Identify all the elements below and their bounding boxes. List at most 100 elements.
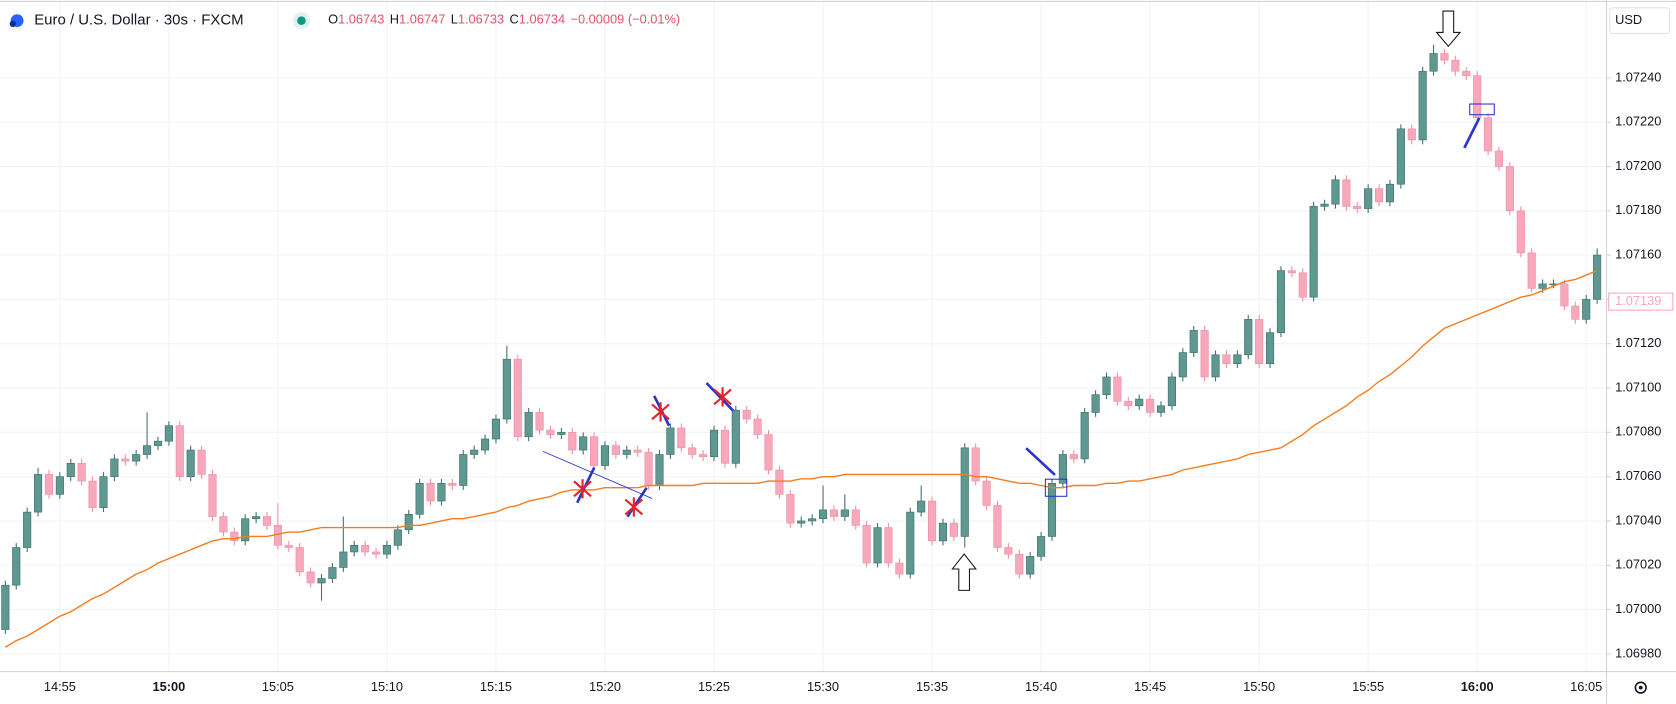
- candle-body: [1353, 206, 1362, 209]
- highlight-box: [1469, 103, 1495, 116]
- candle-body: [1451, 59, 1460, 72]
- candle-body: [186, 449, 195, 477]
- y-tick-label: 1.07220: [1615, 114, 1661, 129]
- candle-body: [917, 500, 926, 513]
- candle-body: [1287, 270, 1296, 274]
- candle-body: [818, 509, 828, 520]
- candle-body: [1189, 330, 1198, 353]
- candle-body: [284, 544, 293, 548]
- ohlc-change: −0.00009 (−0.01%): [570, 12, 680, 27]
- last-price-label: 1.07139: [1615, 293, 1661, 308]
- candle-body: [480, 438, 490, 451]
- candle-body: [1026, 556, 1035, 575]
- candle-body: [88, 480, 97, 508]
- candle-body: [840, 509, 849, 517]
- candle-body: [1, 584, 10, 630]
- candle-body: [44, 474, 54, 495]
- candle-body: [1058, 454, 1067, 484]
- candle-body: [699, 454, 708, 458]
- candle-body: [677, 427, 686, 449]
- candle-body: [927, 500, 937, 542]
- y-tick-label: 1.07200: [1615, 158, 1661, 173]
- candle-body: [633, 449, 642, 453]
- x-tick-label: 15:50: [1243, 679, 1275, 694]
- y-tick-label: 1.07120: [1615, 335, 1661, 350]
- candle-body: [404, 513, 413, 531]
- candle-body: [371, 551, 381, 555]
- candle-body: [415, 482, 424, 515]
- x-tick-label: 15:05: [262, 679, 294, 694]
- currency-button[interactable]: [1609, 7, 1671, 35]
- market-status: [297, 16, 306, 25]
- candle-body: [1331, 179, 1340, 205]
- candle-body: [132, 454, 141, 462]
- x-tick-label: 15:45: [1134, 679, 1166, 694]
- x-tick-label: 15:55: [1352, 679, 1384, 694]
- candle-body: [470, 449, 479, 455]
- candle-body: [339, 551, 348, 568]
- candle-body: [731, 409, 740, 464]
- ohlc-key: L: [451, 12, 458, 27]
- candle-body: [1015, 553, 1024, 575]
- candle-body: [720, 429, 729, 464]
- candle-body: [960, 447, 969, 537]
- x-tick-label: 15:25: [698, 679, 730, 694]
- ohlc-key: O: [328, 12, 338, 27]
- candle-body: [524, 412, 533, 438]
- settings-icon[interactable]: [1634, 681, 1647, 694]
- candle-body: [197, 449, 206, 475]
- settings-icon[interactable]: [1638, 685, 1643, 690]
- candle-body: [1505, 166, 1514, 212]
- candle-body: [350, 544, 359, 553]
- candle-body: [1494, 150, 1504, 167]
- moving-average: [4, 269, 1598, 648]
- ohlc-key: H: [390, 12, 399, 27]
- candle-body: [1473, 75, 1482, 119]
- symbol-icon: [9, 20, 17, 28]
- grid: [0, 0, 1607, 672]
- candle-body: [1222, 354, 1231, 364]
- candle-body: [971, 447, 980, 482]
- candle-body: [764, 434, 773, 471]
- highlight-box: [1044, 478, 1068, 497]
- x-tick-label: 15:10: [371, 679, 403, 694]
- candle-body: [1004, 547, 1013, 555]
- candle-body: [55, 476, 64, 495]
- x-tick-label: 15:20: [589, 679, 621, 694]
- candle-body: [1364, 188, 1373, 209]
- y-tick-label: 1.07020: [1615, 557, 1661, 572]
- candle-body: [568, 432, 577, 451]
- candle-body: [1429, 53, 1438, 72]
- candle-body: [709, 429, 719, 458]
- trend-line: [626, 487, 648, 518]
- candle-body: [557, 432, 566, 435]
- trend-line: [705, 382, 735, 412]
- y-tick-label: 1.07060: [1615, 468, 1661, 483]
- candle-body: [775, 469, 784, 495]
- candle-body: [1211, 354, 1220, 378]
- cross-marks: [573, 387, 732, 517]
- candle-body: [12, 547, 21, 586]
- ohlc-value: 1.06733: [458, 12, 504, 27]
- candle-body: [361, 544, 370, 553]
- x-tick-label: 15:15: [480, 679, 512, 694]
- currency-label[interactable]: USD: [1615, 12, 1642, 27]
- candle-body: [797, 520, 806, 524]
- candle-body: [1342, 179, 1351, 207]
- candle-body: [1244, 319, 1253, 356]
- candle-body: [1516, 210, 1525, 254]
- candle-body: [143, 445, 152, 455]
- trend-line: [1463, 117, 1481, 149]
- candle-body: [1571, 305, 1580, 320]
- candle-body: [1200, 330, 1209, 378]
- candle-body: [1462, 70, 1471, 76]
- y-tick-label: 1.07100: [1615, 379, 1661, 394]
- candle-body: [1113, 376, 1122, 402]
- y-tick-label: 1.07080: [1615, 424, 1661, 439]
- candle-body: [1298, 272, 1307, 298]
- candle-body: [535, 412, 544, 431]
- candle-body: [1538, 283, 1547, 289]
- candle-body: [1375, 188, 1384, 203]
- candle-body: [1135, 398, 1144, 407]
